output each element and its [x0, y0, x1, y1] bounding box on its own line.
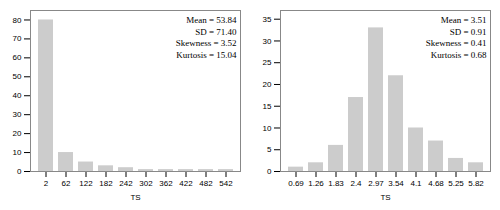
svg-text:3.54: 3.54 — [388, 179, 404, 188]
svg-text:542: 542 — [219, 179, 233, 188]
svg-text:TS: TS — [130, 193, 140, 202]
svg-text:482: 482 — [199, 179, 213, 188]
svg-text:80: 80 — [13, 16, 22, 25]
svg-text:4.68: 4.68 — [428, 179, 444, 188]
svg-text:0.69: 0.69 — [288, 179, 304, 188]
svg-text:182: 182 — [99, 179, 113, 188]
svg-text:10: 10 — [13, 148, 22, 157]
svg-text:TS: TS — [380, 193, 390, 202]
svg-text:25: 25 — [263, 58, 272, 67]
svg-text:302: 302 — [139, 179, 153, 188]
svg-text:20: 20 — [263, 80, 272, 89]
svg-text:5.25: 5.25 — [448, 179, 464, 188]
svg-text:Mean = 3.51SD = 0.91Skewness =: Mean = 3.51SD = 0.91Skewness = 0.41Kurto… — [426, 15, 487, 60]
svg-text:60: 60 — [13, 53, 22, 62]
svg-text:30: 30 — [263, 37, 272, 46]
svg-text:Mean = 53.84SD = 71.40Skewness: Mean = 53.84SD = 71.40Skewness = 3.52Kur… — [176, 15, 237, 60]
svg-text:122: 122 — [79, 179, 93, 188]
svg-text:0: 0 — [17, 167, 22, 176]
svg-text:50: 50 — [13, 72, 22, 81]
svg-text:35: 35 — [263, 15, 272, 24]
svg-text:10: 10 — [263, 124, 272, 133]
svg-text:62: 62 — [62, 179, 71, 188]
svg-text:242: 242 — [119, 179, 133, 188]
svg-text:422: 422 — [179, 179, 193, 188]
svg-text:2: 2 — [44, 179, 49, 188]
svg-text:1.26: 1.26 — [308, 179, 324, 188]
svg-text:2.4: 2.4 — [350, 179, 362, 188]
svg-text:40: 40 — [13, 91, 22, 100]
svg-text:1.83: 1.83 — [328, 179, 344, 188]
svg-text:5.82: 5.82 — [468, 179, 484, 188]
svg-text:5: 5 — [267, 145, 272, 154]
svg-text:30: 30 — [13, 110, 22, 119]
svg-text:362: 362 — [159, 179, 173, 188]
svg-text:4.1: 4.1 — [410, 179, 422, 188]
svg-text:20: 20 — [13, 129, 22, 138]
svg-text:15: 15 — [263, 102, 272, 111]
svg-text:0: 0 — [267, 167, 272, 176]
svg-text:2.97: 2.97 — [368, 179, 384, 188]
svg-text:70: 70 — [13, 34, 22, 43]
